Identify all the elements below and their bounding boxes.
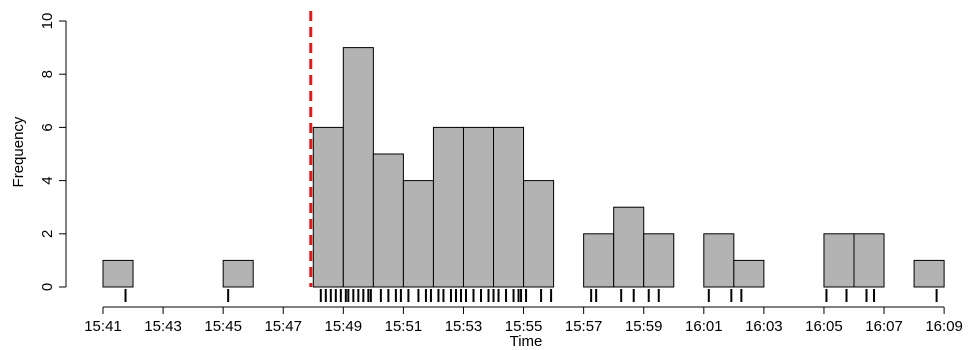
histogram-bar: [853, 233, 885, 288]
x-axis: 15:41 15:43 15:45 15:47 15:49 15:51 15:53 15:55…: [84, 306, 963, 335]
histogram-bar: [402, 180, 434, 288]
x-tick-label: 15:41: [84, 318, 122, 335]
histogram-bar: [493, 126, 525, 288]
x-tick-label: 15:43: [144, 318, 182, 335]
histogram-bar: [222, 259, 254, 288]
histogram-bar: [372, 153, 404, 288]
y-tick-label: 8: [39, 70, 56, 78]
x-tick-label: 15:51: [385, 318, 423, 335]
y-tick-label: 2: [39, 230, 56, 238]
x-tick-label: 15:49: [325, 318, 363, 335]
histogram-bar: [733, 259, 765, 288]
x-tick-label: 16:05: [805, 318, 843, 335]
x-tick-label: 15:57: [565, 318, 603, 335]
histogram-bar: [432, 126, 464, 288]
x-tick-label: 15:53: [445, 318, 483, 335]
histogram-bar: [312, 126, 344, 288]
x-tick-label: 15:59: [625, 318, 663, 335]
y-tick-label: 4: [39, 176, 56, 184]
histogram-bar: [703, 233, 735, 288]
histogram-bar: [102, 259, 134, 288]
y-tick-label: 10: [39, 13, 56, 30]
x-tick-label: 16:03: [745, 318, 783, 335]
histogram-bar: [583, 233, 615, 288]
rug-marks: [124, 289, 938, 302]
y-tick-label: 0: [39, 283, 56, 291]
x-tick-label: 15:55: [505, 318, 543, 335]
y-axis-title: Frequency: [10, 116, 27, 187]
y-axis: 0 2 4 6 8 10: [39, 13, 67, 291]
y-tick-label: 6: [39, 123, 56, 131]
histogram-bar: [913, 259, 945, 288]
histogram-bars: [102, 47, 945, 288]
x-axis-title: Time: [510, 333, 543, 350]
x-tick-label: 15:47: [264, 318, 302, 335]
x-tick-label: 16:09: [925, 318, 963, 335]
x-tick-label: 16:07: [865, 318, 903, 335]
histogram-bar: [613, 206, 645, 288]
histogram-bar: [342, 47, 374, 288]
x-tick-label: 16:01: [685, 318, 723, 335]
histogram-bar: [643, 233, 675, 288]
histogram-bar: [523, 180, 555, 288]
histogram-bar: [823, 233, 855, 288]
histogram-bar: [462, 126, 495, 288]
x-tick-label: 15:45: [204, 318, 242, 335]
